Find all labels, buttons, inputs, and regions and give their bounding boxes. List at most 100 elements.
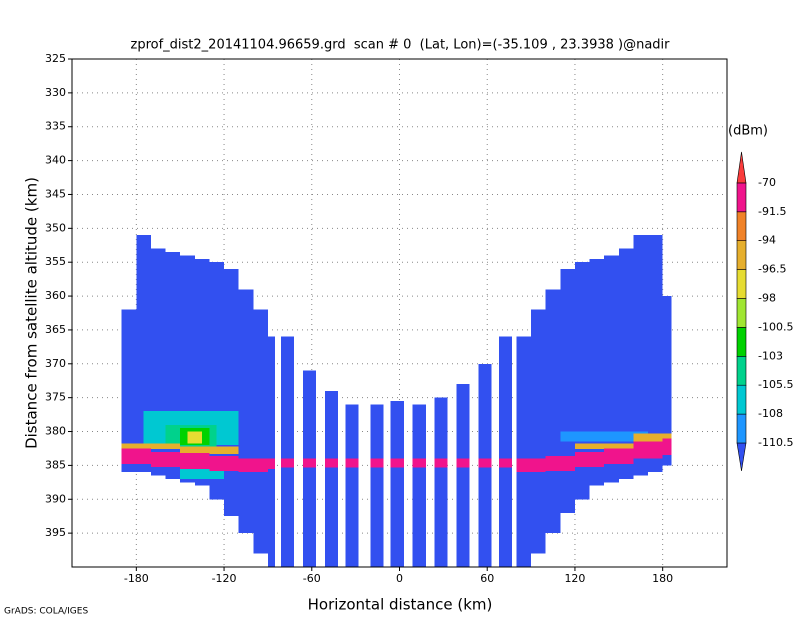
colorbar-box <box>736 269 747 299</box>
y-tick-label: 335 <box>45 120 66 133</box>
y-tick-label: 360 <box>45 289 66 302</box>
y-tick-label: 395 <box>45 526 66 539</box>
y-tick-label: 390 <box>45 492 66 505</box>
y-tick-label: 350 <box>45 221 66 234</box>
y-tick-label: 380 <box>45 425 66 438</box>
y-tick-label: 340 <box>45 154 66 167</box>
heatmap-cell <box>633 433 672 443</box>
heatmap-cell <box>370 404 384 567</box>
heatmap-cell <box>633 441 663 459</box>
heatmap-cell <box>412 404 426 567</box>
heatmap-cell <box>121 448 151 465</box>
heatmap-cell <box>224 268 239 517</box>
y-tick-label: 375 <box>45 391 66 404</box>
heatmap-cell <box>324 390 339 567</box>
heatmap-cell <box>498 458 513 468</box>
heatmap-cell <box>618 248 634 479</box>
heatmap-cell <box>545 289 561 534</box>
plot-frame <box>71 58 728 568</box>
heatmap-cell <box>253 309 268 554</box>
colorbar-box <box>736 355 747 386</box>
heatmap-cell <box>390 401 404 567</box>
y-tick-label: 345 <box>45 187 66 200</box>
x-tick-label: -60 <box>303 572 321 585</box>
heatmap-cell <box>281 336 295 567</box>
colorbar-box <box>736 298 747 328</box>
x-tick-label: 180 <box>652 572 673 585</box>
colorbar-tick-label: -98 <box>758 292 776 305</box>
colorbar-tick-label: -94 <box>758 234 776 247</box>
y-tick-label: 325 <box>45 52 66 65</box>
colorbar-tick-label: -105.5 <box>758 378 793 391</box>
colorbar-box <box>736 211 747 242</box>
heatmap-cell <box>498 336 513 567</box>
heatmap-cell <box>303 370 317 567</box>
colorbar-label: (dBm) <box>728 124 768 139</box>
colorbar-tick-label: -70 <box>758 176 776 189</box>
heatmap-cell <box>648 235 663 473</box>
heatmap-cell <box>150 451 181 467</box>
x-tick-label: -180 <box>124 572 149 585</box>
colorbar-box <box>736 384 747 415</box>
heatmap-cell <box>574 451 605 467</box>
heatmap-cell <box>180 468 225 479</box>
heatmap-cell <box>187 431 203 444</box>
heatmap-cell <box>267 458 276 469</box>
colorbar-box <box>736 240 747 270</box>
heatmap-cell <box>589 258 605 486</box>
heatmap-cell <box>604 255 619 483</box>
heatmap-cell <box>180 453 210 469</box>
y-tick-label: 330 <box>45 86 66 99</box>
x-tick-label: -120 <box>212 572 237 585</box>
heatmap-cell <box>516 336 532 567</box>
colorbar-tick-label: -103 <box>758 349 783 362</box>
colorbar-box <box>736 413 747 444</box>
heatmap-cell <box>390 458 404 468</box>
x-tick-label: 60 <box>480 572 494 585</box>
x-axis-label: Horizontal distance (km) <box>308 596 493 614</box>
heatmap-cell <box>370 458 384 468</box>
heatmap-cell <box>604 448 634 465</box>
heatmap-cell <box>324 458 339 468</box>
heatmap-cell <box>345 458 359 468</box>
heatmap-cell <box>345 404 359 567</box>
heatmap-cell <box>412 458 426 468</box>
heatmap-cell <box>238 458 268 473</box>
heatmap-cell <box>281 458 295 468</box>
heatmap-cell <box>434 397 448 567</box>
heatmap-cell <box>303 458 317 468</box>
heatmap-cell <box>121 309 137 473</box>
colorbar-box <box>736 327 747 357</box>
heatmap-cell <box>531 309 546 554</box>
heatmap-cell <box>456 384 470 567</box>
colorbar-tick-label: -100.5 <box>758 320 793 333</box>
y-tick-label: 355 <box>45 255 66 268</box>
colorbar-tick-label: -110.5 <box>758 436 793 449</box>
y-tick-label: 370 <box>45 357 66 370</box>
x-tick-label: 120 <box>564 572 585 585</box>
heatmap-cell <box>545 455 575 471</box>
heatmap-cell <box>516 458 546 473</box>
heatmap-cell <box>662 438 672 456</box>
y-axis-label: Distance from satellite altitude (km) <box>23 177 41 449</box>
heatmap-cell <box>574 443 634 450</box>
colorbar-tick-label: -91.5 <box>758 205 786 218</box>
heatmap-cell <box>456 458 470 468</box>
y-tick-label: 365 <box>45 323 66 336</box>
colorbar-tick-label: -96.5 <box>758 263 786 276</box>
heatmap-cell <box>633 235 649 476</box>
x-tick-label: 0 <box>396 572 403 585</box>
heatmap-cell <box>560 431 649 442</box>
heatmap-cell <box>180 446 239 454</box>
heatmap-cell <box>267 336 276 567</box>
chart-title: zprof_dist2_20141104.96659.grd scan # 0 … <box>131 38 671 53</box>
heatmap-cell <box>209 455 239 471</box>
credit: GrADS: COLA/IGES <box>4 607 88 617</box>
heatmap-cell <box>560 268 575 513</box>
colorbar-box <box>736 182 747 213</box>
y-tick-label: 385 <box>45 458 66 471</box>
heatmap-cell <box>121 443 181 450</box>
colorbar-high-triangle <box>736 151 747 184</box>
heatmap-cell <box>238 289 254 534</box>
